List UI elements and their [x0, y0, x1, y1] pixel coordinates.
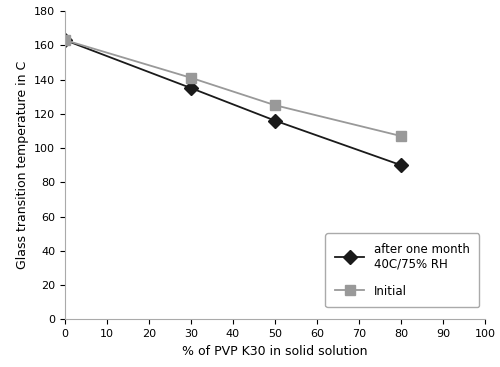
Legend: after one month
40C/75% RH, Initial: after one month 40C/75% RH, Initial	[326, 233, 479, 307]
X-axis label: % of PVP K30 in solid solution: % of PVP K30 in solid solution	[182, 345, 368, 357]
Initial	[398, 134, 404, 138]
after one month
40C/75% RH	[188, 86, 194, 90]
Initial	[62, 38, 68, 42]
Y-axis label: Glass transition temperature in C: Glass transition temperature in C	[16, 61, 28, 269]
Line: Initial: Initial	[60, 35, 406, 141]
after one month
40C/75% RH	[62, 38, 68, 42]
after one month
40C/75% RH	[272, 119, 278, 123]
Initial	[188, 76, 194, 80]
Line: after one month
40C/75% RH: after one month 40C/75% RH	[60, 35, 406, 170]
Initial	[272, 103, 278, 108]
after one month
40C/75% RH	[398, 163, 404, 167]
